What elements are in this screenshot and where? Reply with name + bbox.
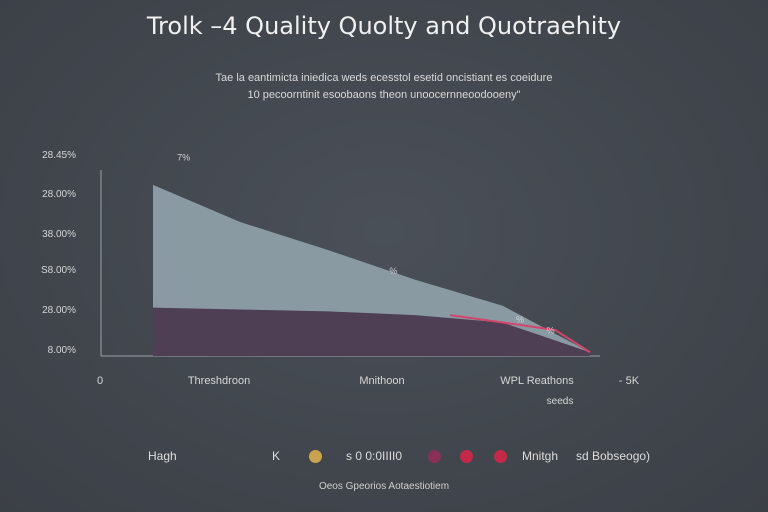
highlight-line <box>450 314 591 354</box>
subtitle-line-1: Tae la eantimicta iniedica weds ecesstol… <box>215 72 553 84</box>
data-annotation: % <box>516 315 524 325</box>
legend: Hagh K s 0 0:0IIII0 Mnitgh sd Bobseogo) <box>0 446 768 470</box>
legend-swatch-red <box>460 450 473 463</box>
legend-swatch-crimson <box>494 450 507 463</box>
y-tick-label: 28.00% <box>42 305 76 316</box>
y-tick-label: 28.00% <box>42 189 76 200</box>
chart-title: Trolk –4 Quality Quolty and Quotraehity <box>146 12 622 40</box>
legend-label-k: K <box>272 449 281 463</box>
x-tick-label: - 5K <box>619 375 640 387</box>
legend-swatch-plum <box>428 450 441 463</box>
data-annotation: % <box>547 326 555 336</box>
legend-label-high: Hagh <box>148 449 177 463</box>
x-tick-label: Threshdroon <box>188 375 250 387</box>
x-tick-label: 0 <box>97 375 103 387</box>
y-tick-label: 38.00% <box>42 229 76 240</box>
x-tick-label: Mnithoon <box>359 375 404 387</box>
x-sub-label: seeds <box>547 396 574 407</box>
x-tick-label: WPL Reathons <box>500 375 574 387</box>
subtitle-line-2: 10 pecoorntinit esoobaons theon unoocern… <box>247 89 521 101</box>
area-series-2 <box>153 307 590 356</box>
y-tick-label: S8.00% <box>41 265 76 276</box>
chart-subtitle: Tae la eantimicta iniedica weds ecesstol… <box>0 70 768 104</box>
legend-label-values: s 0 0:0IIII0 <box>346 449 403 463</box>
data-annotation: % <box>389 266 397 276</box>
y-tick-label: 28.45% <box>42 150 76 161</box>
legend-label-sd: sd Bobseogo) <box>576 449 651 463</box>
legend-label-mnitgh: Mnitgh <box>522 449 559 463</box>
legend-swatch-gold <box>309 450 322 463</box>
data-annotation: 7% <box>177 153 190 163</box>
source-note: Oeos Gpeorios Aotaestiotiem <box>318 481 450 492</box>
y-tick-label: 8.00% <box>48 345 76 356</box>
